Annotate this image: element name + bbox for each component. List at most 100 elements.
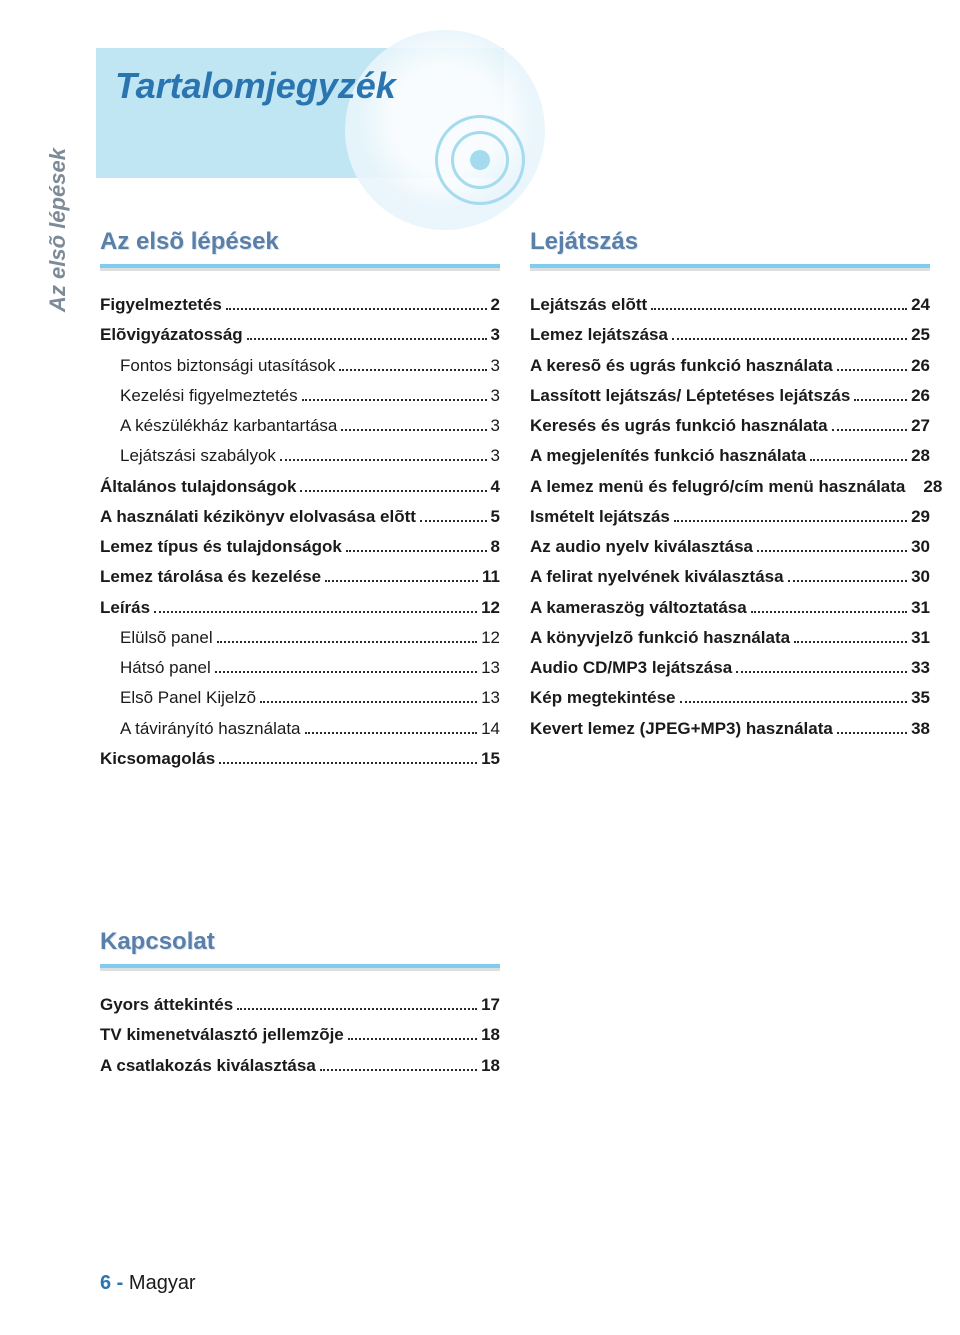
toc-row: Lemez tárolása és kezelése11 xyxy=(100,562,500,592)
toc-label: Kevert lemez (JPEG+MP3) használata xyxy=(530,714,833,744)
toc-label: A lemez menü és felugró/cím menü használ… xyxy=(530,472,905,502)
toc-leader-dots xyxy=(320,1069,477,1071)
toc-leader-dots xyxy=(346,550,487,552)
toc-page: 2 xyxy=(491,290,500,320)
toc-row: A könyvjelzõ funkció használata 31 xyxy=(530,623,930,653)
page-title: Tartalomjegyzék xyxy=(115,65,396,107)
toc-row: A megjelenítés funkció használata 28 xyxy=(530,441,930,471)
side-tab: Az elsõ lépések xyxy=(42,130,74,330)
toc-page: 28 xyxy=(911,441,930,471)
toc-page: 28 xyxy=(923,472,942,502)
toc-leader-dots xyxy=(260,701,477,703)
toc-label: A könyvjelzõ funkció használata xyxy=(530,623,790,653)
toc-label: Fontos biztonsági utasítások xyxy=(100,351,335,381)
toc-page: 35 xyxy=(911,683,930,713)
toc-leader-dots xyxy=(651,308,907,310)
toc-page: 31 xyxy=(911,593,930,623)
toc-label: Figyelmeztetés xyxy=(100,290,222,320)
toc-label: A megjelenítés funkció használata xyxy=(530,441,806,471)
toc-leader-dots xyxy=(674,520,907,522)
toc-page: 15 xyxy=(481,744,500,774)
toc-list-left: Figyelmeztetés2Elõvigyázatosság3Fontos b… xyxy=(100,290,500,774)
footer-language: Magyar xyxy=(129,1272,196,1294)
toc-label: A távirányító használata xyxy=(100,714,301,744)
section-first-steps: Az elsõ lépések Figyelmeztetés2Elõvigyáz… xyxy=(100,228,500,774)
toc-page: 3 xyxy=(491,381,500,411)
toc-row: Lejátszási szabályok 3 xyxy=(100,441,500,471)
section-heading: Lejátszás xyxy=(530,228,930,256)
toc-leader-dots xyxy=(305,732,478,734)
toc-leader-dots xyxy=(215,671,477,673)
toc-label: A használati kézikönyv elolvasása elõtt xyxy=(100,502,416,532)
toc-page: 5 xyxy=(491,502,500,532)
toc-label: A felirat nyelvének kiválasztása xyxy=(530,562,784,592)
toc-row: Fontos biztonsági utasítások 3 xyxy=(100,351,500,381)
page-number: 6 xyxy=(100,1272,111,1294)
toc-row: Lemez típus és tulajdonságok 8 xyxy=(100,532,500,562)
toc-leader-dots xyxy=(280,459,487,461)
toc-page: 8 xyxy=(491,532,500,562)
toc-leader-dots xyxy=(219,762,477,764)
heading-underline xyxy=(100,264,500,268)
toc-label: Lejátszás elõtt xyxy=(530,290,647,320)
toc-label: Elülsõ panel xyxy=(100,623,213,653)
toc-page: 29 xyxy=(911,502,930,532)
toc-page: 3 xyxy=(491,441,500,471)
toc-label: A kameraszög változtatása xyxy=(530,593,747,623)
toc-row: A lemez menü és felugró/cím menü használ… xyxy=(530,472,930,502)
toc-leader-dots xyxy=(672,338,907,340)
toc-list-bottom: Gyors áttekintés17TV kimenetválasztó jel… xyxy=(100,990,500,1081)
toc-leader-dots xyxy=(300,490,486,492)
toc-row: Kevert lemez (JPEG+MP3) használata38 xyxy=(530,714,930,744)
toc-page: 12 xyxy=(481,593,500,623)
toc-row: Elsõ Panel Kijelzõ 13 xyxy=(100,683,500,713)
toc-row: Gyors áttekintés17 xyxy=(100,990,500,1020)
toc-row: TV kimenetválasztó jellemzõje18 xyxy=(100,1020,500,1050)
toc-label: A csatlakozás kiválasztása xyxy=(100,1051,316,1081)
toc-leader-dots xyxy=(154,611,477,613)
side-tab-label: Az elsõ lépések xyxy=(45,148,71,312)
toc-page: 3 xyxy=(491,351,500,381)
toc-label: Lemez típus és tulajdonságok xyxy=(100,532,342,562)
toc-label: Lejátszási szabályok xyxy=(100,441,276,471)
toc-list-right: Lejátszás elõtt24Lemez lejátszása25A ker… xyxy=(530,290,930,744)
toc-page: 25 xyxy=(911,320,930,350)
toc-leader-dots xyxy=(226,308,487,310)
toc-label: TV kimenetválasztó jellemzõje xyxy=(100,1020,344,1050)
toc-row: Lemez lejátszása 25 xyxy=(530,320,930,350)
toc-label: Elõvigyázatosság xyxy=(100,320,243,350)
toc-leader-dots xyxy=(736,671,907,673)
disc-graphic xyxy=(345,30,545,230)
toc-page: 13 xyxy=(481,653,500,683)
toc-row: Figyelmeztetés 2 xyxy=(100,290,500,320)
toc-leader-dots xyxy=(302,399,487,401)
toc-leader-dots xyxy=(837,732,907,734)
toc-page: 11 xyxy=(482,562,500,592)
toc-page: 13 xyxy=(481,683,500,713)
toc-label: Az audio nyelv kiválasztása xyxy=(530,532,753,562)
toc-leader-dots xyxy=(237,1008,477,1010)
toc-label: Keresés és ugrás funkció használata xyxy=(530,411,828,441)
toc-row: A keresõ és ugrás funkció használata26 xyxy=(530,351,930,381)
toc-label: Kép megtekintése xyxy=(530,683,676,713)
toc-page: 26 xyxy=(911,381,930,411)
toc-page: 3 xyxy=(491,320,500,350)
toc-row: Az audio nyelv kiválasztása30 xyxy=(530,532,930,562)
toc-label: Leírás xyxy=(100,593,150,623)
toc-label: Ismételt lejátszás xyxy=(530,502,670,532)
toc-leader-dots xyxy=(757,550,907,552)
toc-page: 18 xyxy=(481,1051,500,1081)
toc-page: 12 xyxy=(481,623,500,653)
toc-page: 31 xyxy=(911,623,930,653)
toc-label: Lemez lejátszása xyxy=(530,320,668,350)
toc-label: A keresõ és ugrás funkció használata xyxy=(530,351,833,381)
toc-page: 27 xyxy=(911,411,930,441)
toc-page: 14 xyxy=(481,714,500,744)
toc-row: Hátsó panel13 xyxy=(100,653,500,683)
toc-leader-dots xyxy=(751,611,907,613)
toc-leader-dots xyxy=(341,429,486,431)
toc-label: Elsõ Panel Kijelzõ xyxy=(100,683,256,713)
toc-page: 24 xyxy=(911,290,930,320)
toc-leader-dots xyxy=(837,369,907,371)
toc-row: A kameraszög változtatása 31 xyxy=(530,593,930,623)
